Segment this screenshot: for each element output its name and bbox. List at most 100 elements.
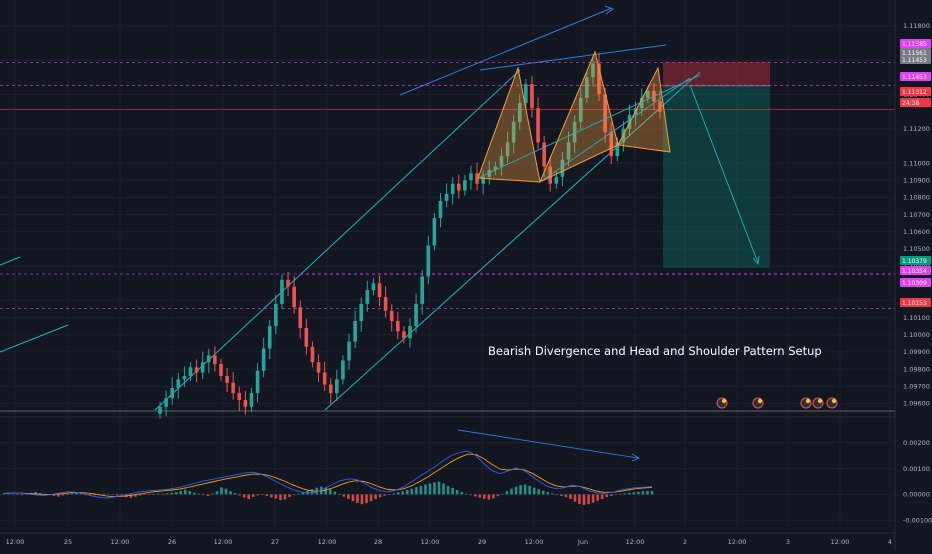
candle-body (298, 307, 303, 328)
macd-histogram-bar (365, 494, 368, 504)
neck-trend-line[interactable] (479, 44, 667, 71)
event-flag-icon[interactable] (752, 397, 764, 409)
left-shoulder-triangle[interactable] (477, 66, 541, 183)
price-tag: 1.10379 (900, 256, 931, 265)
macd-histogram-bar (496, 494, 500, 497)
channel-upper-line[interactable] (154, 69, 521, 411)
macd-histogram-bar (410, 488, 414, 495)
price-tick-label: 1.10600 (903, 228, 930, 236)
time-axis[interactable]: 12:00 25 12:00 26 12:00 27 12:00 28 12:00 29 12:00… (6, 538, 892, 546)
candle-body (371, 283, 376, 291)
projection-arrow-line[interactable] (689, 84, 759, 264)
macd-histogram-bar (505, 491, 509, 495)
macd-histogram-bar (152, 494, 155, 495)
candle-body (560, 159, 565, 177)
time-tick-label: 12:00 (318, 538, 337, 546)
macd-histogram-bar (102, 493, 105, 495)
macd-histogram-bar (415, 487, 418, 495)
head-triangle[interactable] (539, 50, 619, 184)
economic-events[interactable] (716, 397, 838, 409)
candle-body (414, 303, 418, 327)
candle-body (408, 326, 412, 339)
event-dot (757, 398, 763, 404)
price-tag-box (900, 256, 931, 265)
macd-histogram-bar (428, 483, 432, 495)
macd-histogram-bar (396, 492, 400, 495)
macd-histogram-bar (170, 492, 173, 495)
candlestick-series (158, 52, 662, 419)
macd-histogram-bar (551, 493, 554, 495)
trend-line[interactable] (0, 256, 21, 266)
trend-drawings[interactable] (0, 5, 701, 411)
candle-body (639, 97, 644, 109)
candle-body (255, 370, 260, 394)
macd-histogram-bar (609, 494, 613, 496)
short-position-tool[interactable] (663, 61, 770, 268)
macd-histogram-bar (156, 493, 160, 495)
candle-body (231, 382, 235, 394)
macd-histogram-bar (129, 494, 133, 498)
candle-body (585, 77, 589, 98)
candle-body (463, 180, 467, 191)
take-profit-zone[interactable] (663, 85, 770, 268)
channel-lower-line[interactable] (324, 71, 701, 411)
candle-body (304, 327, 309, 347)
price-tag: 24:38 (900, 98, 931, 107)
horizontal-levels[interactable] (0, 62, 895, 309)
macd-histogram-bar (270, 494, 273, 498)
macd-histogram-bar (93, 494, 96, 496)
macd-histogram-bar (537, 489, 541, 495)
candle-body (450, 183, 455, 194)
macd-histogram-bar (523, 484, 527, 495)
macd-histogram-bar (646, 491, 649, 495)
trend-line[interactable] (0, 324, 69, 353)
macd-histogram-bar (211, 493, 214, 495)
trend-line[interactable] (539, 77, 691, 183)
candle-body (335, 379, 339, 394)
event-flag-icon[interactable] (716, 397, 728, 409)
divergence-line (457, 429, 639, 459)
price-tags: 1.115851.115611.114531.114531.1131224:38… (900, 39, 931, 307)
macd-axis[interactable]: 0.00200 0.00100 0.00000 -0.00100 (903, 439, 932, 525)
macd-histogram-bar (451, 487, 454, 495)
upper-trend-arrow-line[interactable] (399, 7, 613, 96)
candle-body (426, 245, 431, 277)
price-tick-label: 1.10100 (903, 314, 930, 322)
macd-histogram-bar (560, 494, 563, 496)
event-flag-icon[interactable] (800, 397, 812, 409)
macd-histogram-bar (229, 491, 232, 495)
event-flag-icon[interactable] (826, 397, 838, 409)
candle-body (261, 348, 266, 371)
macd-tick-label: -0.00100 (903, 517, 932, 525)
event-flag-icon[interactable] (812, 397, 824, 409)
macd-histogram-bar (528, 485, 531, 495)
event-dot (805, 398, 811, 404)
event-dot (721, 398, 727, 404)
candle-body (341, 360, 345, 380)
candle-body (322, 372, 327, 385)
time-tick-label: 28 (374, 538, 382, 546)
macd-histogram-bar (387, 494, 391, 495)
neckline[interactable] (477, 74, 701, 179)
pattern-annotation[interactable]: Bearish Divergence and Head and Shoulder… (488, 344, 822, 358)
macd-histogram-bar (637, 491, 640, 495)
macd-histogram-bar (7, 493, 10, 495)
head-shoulders-pattern[interactable] (477, 50, 701, 184)
time-tick-label: 12:00 (728, 538, 747, 546)
price-tag: 1.11312 (900, 87, 931, 96)
candle-body (377, 283, 382, 297)
macd-histogram-bar (555, 494, 559, 495)
macd-histogram-bar (628, 492, 631, 495)
trend-lines[interactable] (539, 77, 691, 183)
time-tick-label: 12:00 (421, 538, 440, 546)
macd-histogram-bar (20, 494, 24, 496)
stop-loss-zone[interactable] (663, 61, 770, 86)
macd-histogram-bar (541, 490, 545, 495)
time-tick-label: 29 (478, 538, 486, 546)
price-tag-box (900, 72, 931, 81)
candle-body (188, 367, 193, 376)
candle-body (646, 90, 650, 98)
candle-body (213, 355, 217, 364)
